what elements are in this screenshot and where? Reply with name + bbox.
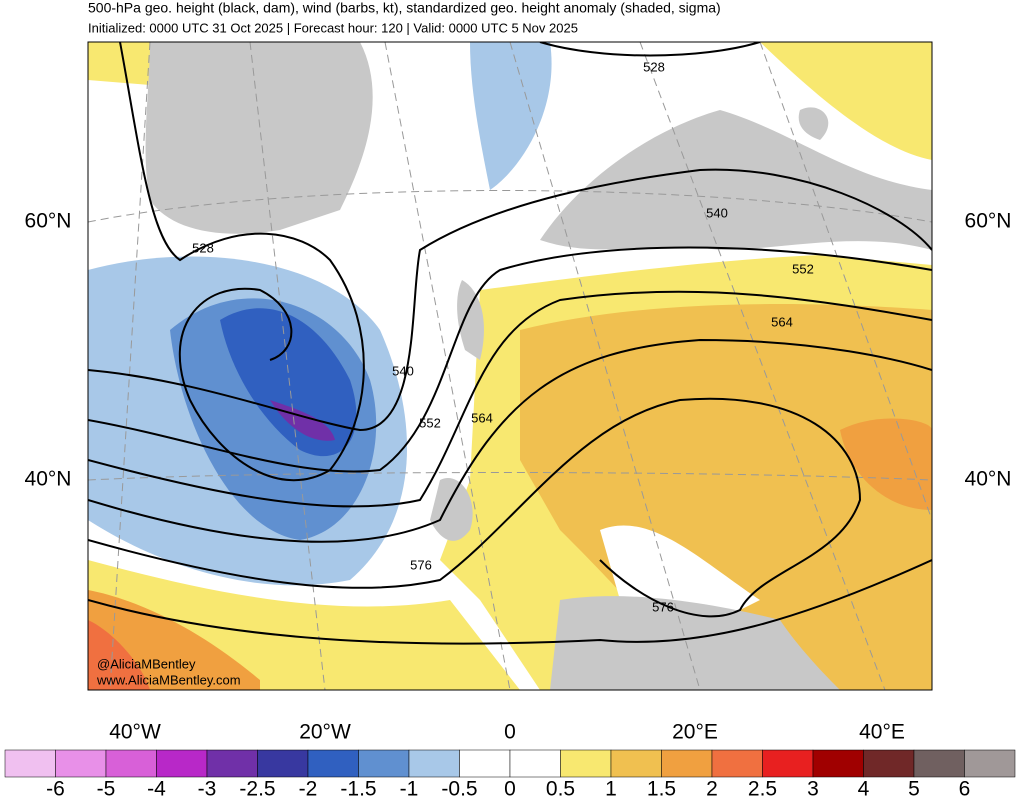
contour-label: 528 [643, 59, 665, 74]
credit: www.AliciaMBentley.com [96, 672, 241, 687]
colorbar-label: -6 [46, 778, 65, 800]
lon-label: 40°E [859, 721, 905, 744]
colorbar-label: 5 [908, 778, 920, 800]
colorbar-label: -2.5 [239, 778, 275, 800]
colorbar-box [560, 749, 612, 778]
credit: @AliciaMBentley [97, 656, 196, 671]
lon-label: 0 [504, 721, 516, 744]
colorbar-box [105, 749, 157, 778]
lon-label: 40°W [109, 721, 161, 744]
colorbar-label: -0.5 [441, 778, 477, 800]
colorbar-box [711, 749, 763, 778]
lon-label: 20°W [299, 721, 351, 744]
contour-label: 528 [192, 240, 214, 255]
colorbar-label: -3 [198, 778, 217, 800]
colorbar-box [812, 749, 864, 778]
lat-label: 40°N [965, 468, 1012, 491]
lon-label: 20°E [672, 721, 718, 744]
colorbar-label: -4 [147, 778, 166, 800]
colorbar-label: 4 [858, 778, 870, 800]
contour-label: 576 [410, 557, 432, 572]
map-frame [87, 41, 933, 691]
colorbar-box [358, 749, 410, 778]
lat-label: 40°N [25, 468, 72, 491]
colorbar-box [762, 749, 814, 778]
colorbar-box [509, 749, 561, 778]
colorbar-box [55, 749, 107, 778]
title: 500-hPa geo. height (black, dam), wind (… [88, 0, 721, 16]
colorbar-box [913, 749, 965, 778]
contour-label: 552 [792, 261, 814, 276]
colorbar-box [4, 749, 56, 778]
colorbar-box [307, 749, 359, 778]
colorbar-label: 1 [605, 778, 617, 800]
colorbar-box [964, 749, 1016, 778]
contour-label: 540 [392, 363, 414, 378]
colorbar-box [206, 749, 258, 778]
colorbar-label: -1 [400, 778, 419, 800]
colorbar-label: 2 [706, 778, 718, 800]
contour-label: 564 [471, 410, 493, 425]
colorbar-label: 3 [807, 778, 819, 800]
lat-label: 60°N [965, 210, 1012, 233]
colorbar-label: 1.5 [647, 778, 676, 800]
contour-label: 552 [419, 415, 441, 430]
colorbar-label: -1.5 [340, 778, 376, 800]
colorbar-box [610, 749, 662, 778]
contour-label: 540 [706, 205, 728, 220]
colorbar-label: 6 [959, 778, 971, 800]
colorbar-label: -2 [299, 778, 318, 800]
colorbar-box [863, 749, 915, 778]
map-area [88, 42, 932, 690]
lat-label: 60°N [25, 210, 72, 233]
colorbar-label: -5 [97, 778, 116, 800]
colorbar-label: 0.5 [546, 778, 575, 800]
colorbar-box [661, 749, 713, 778]
subtitle: Initialized: 0000 UTC 31 Oct 2025 | Fore… [88, 20, 578, 35]
contour-label: 564 [771, 314, 793, 329]
colorbar-box [408, 749, 460, 778]
colorbar-box [257, 749, 309, 778]
colorbar-label: 2.5 [748, 778, 777, 800]
colorbar-box [459, 749, 511, 778]
colorbar-label: 0 [504, 778, 516, 800]
colorbar-box [156, 749, 208, 778]
contour-label: 576 [652, 599, 674, 614]
